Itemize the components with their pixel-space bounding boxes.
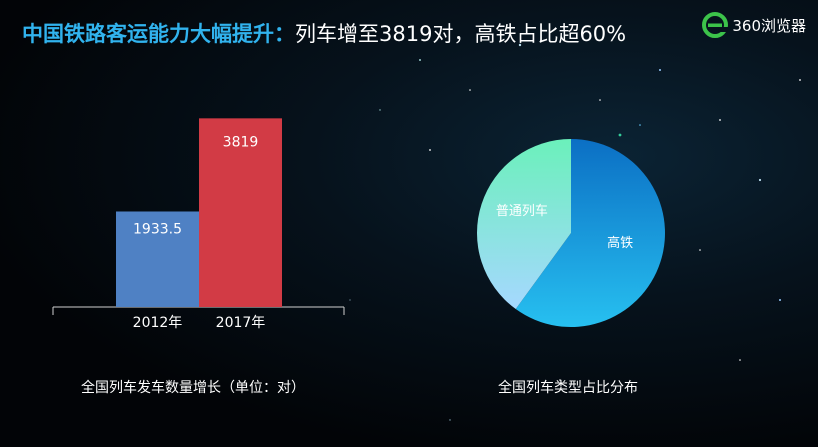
pie-slice-high-speed-rail [515, 139, 665, 327]
headline-highlight: 中国铁路客运能力大幅提升： [22, 22, 295, 46]
pie-label-high-speed-rail: 高铁 [607, 235, 633, 251]
browser-e-icon [702, 12, 729, 38]
browser-logo: 360浏览器 [702, 12, 806, 38]
bar-2017 [199, 118, 282, 307]
bar-value-label-2012: 1933.5 [133, 221, 182, 237]
bar-category-label-2017: 2017年 [216, 315, 266, 331]
bar-2012 [116, 211, 199, 307]
pie-label-regular-trains: 普通列车 [496, 203, 548, 219]
headline-rest: 列车增至3819对，高铁占比超60% [295, 22, 627, 46]
pie-slice-regular-trains [476, 139, 571, 310]
bar-category-label-2012: 2012年 [133, 315, 183, 331]
bar-chart-title: 全国列车发车数量增长（单位：对） [81, 379, 305, 396]
page-headline: 中国铁路客运能力大幅提升：列车增至3819对，高铁占比超60% [22, 18, 626, 48]
bar-value-label-2017: 3819 [223, 134, 259, 150]
pie-chart-title: 全国列车类型占比分布 [498, 379, 638, 396]
browser-logo-text: 360浏览器 [732, 16, 806, 35]
